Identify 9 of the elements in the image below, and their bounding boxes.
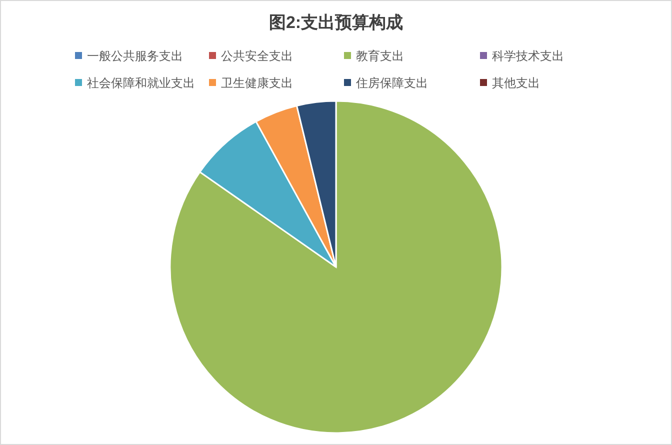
legend-label: 社会保障和就业支出 [87,76,195,90]
legend-label: 科学技术支出 [492,49,564,63]
legend-label: 卫生健康支出 [221,76,293,90]
legend-label: 一般公共服务支出 [87,49,183,63]
chart-title: 图2:支出预算构成 [268,13,404,32]
legend-label: 公共安全支出 [221,49,293,63]
legend-label: 其他支出 [492,76,540,90]
legend-label: 教育支出 [356,49,404,63]
legend-label: 住房保障支出 [355,76,428,90]
